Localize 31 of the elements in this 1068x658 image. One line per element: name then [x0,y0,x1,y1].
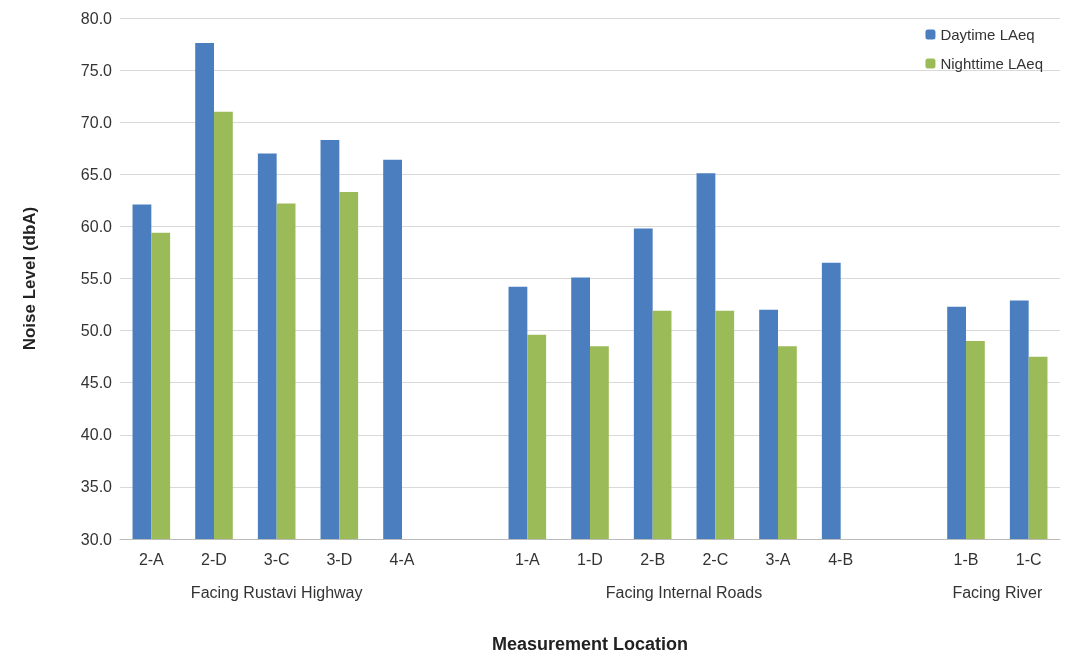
y-tick-label: 45.0 [80,374,113,392]
y-tick-label: 40.0 [80,426,113,444]
y-tick-label: 50.0 [80,322,113,340]
x-tick-label: 4-B [828,550,854,568]
y-tick-label: 35.0 [80,478,113,496]
x-tick-label: 4-A [389,550,415,568]
x-tick-label: 1-D [577,550,603,568]
y-tick-label: 55.0 [80,270,113,287]
x-tick-label: 3-D [326,550,353,568]
x-axis-title: Measurement Location [491,634,689,654]
x-tick-label: 1-A [514,550,541,568]
x-tick-label: 2-B [640,550,666,568]
x-tick-label: 2-A [138,550,165,568]
y-tick-label: 65.0 [80,165,113,183]
x-tick-label: 3-A [765,550,791,568]
text: Facing River [952,583,1043,601]
y-tick-label: 80.0 [80,9,113,27]
x-tick-label: 1-C [1015,550,1042,568]
legend-label: Daytime LAeq [940,26,1035,43]
y-tick-label: 75.0 [80,61,113,79]
y-tick-label: 30.0 [80,530,113,548]
x-tick-label: 2-D [201,550,227,568]
x-tick-label: 1-B [953,550,979,568]
x-tick-label: 2-C [702,550,729,568]
y-tick-label: 60.0 [80,217,113,235]
y-axis-title: Noise Level (dbA) [20,206,39,351]
legend-label: Nighttime LAeq [940,55,1044,72]
text: Facing Rustavi Highway [190,583,363,601]
text: Facing Internal Roads [605,583,763,601]
x-tick-label: 3-C [263,550,290,568]
y-tick-label: 70.0 [80,113,113,131]
